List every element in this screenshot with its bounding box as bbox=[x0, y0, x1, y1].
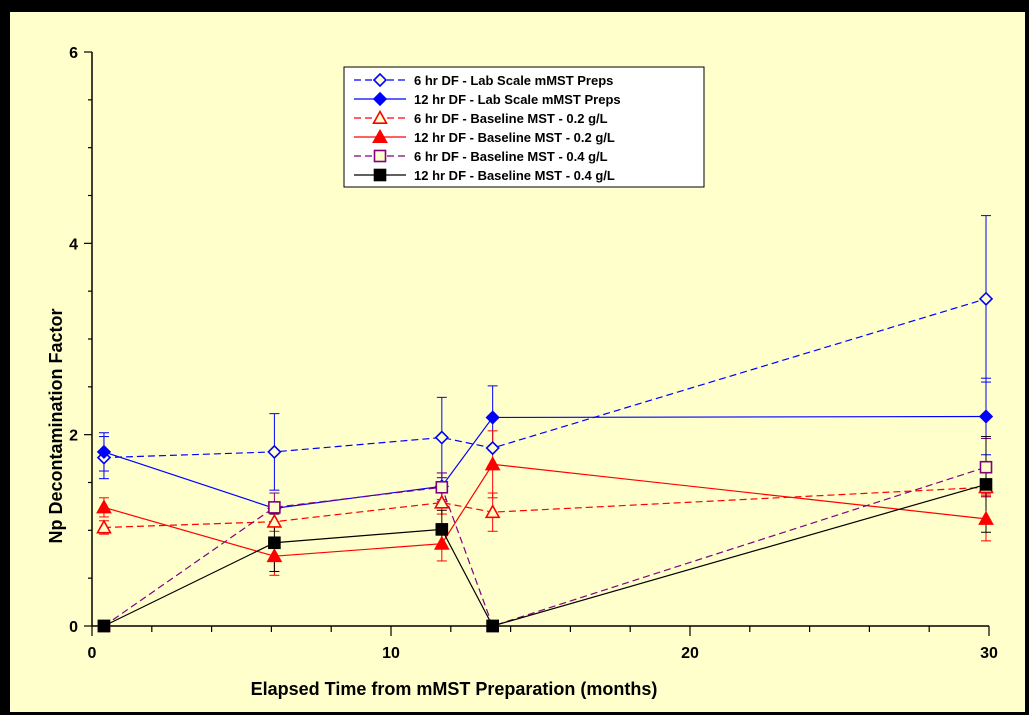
x-tick-label: 20 bbox=[681, 645, 699, 662]
chart-frame: 0 2 4 6 0 10 20 30 6 hr DF - Lab Scale mMST Pre… bbox=[10, 12, 1025, 712]
series-line-6 bbox=[103, 483, 987, 627]
series-line-3 bbox=[103, 486, 987, 529]
data-markers bbox=[96, 291, 994, 633]
np-df-chart: 0 2 4 6 0 10 20 30 6 hr DF - Lab Scale mMST Pre… bbox=[46, 45, 998, 699]
data-point-series-6 bbox=[486, 619, 499, 633]
series-lines bbox=[103, 298, 987, 627]
legend-marker-3 bbox=[372, 109, 388, 124]
data-point-series-5 bbox=[435, 480, 449, 494]
legend-box bbox=[343, 66, 705, 188]
data-point-series-6 bbox=[268, 536, 281, 550]
data-point-series-2 bbox=[485, 410, 500, 425]
legend-label-5: 6 hr DF - Baseline MST - 0.4 g/L bbox=[414, 149, 608, 164]
data-point-series-4 bbox=[266, 548, 283, 563]
x-tick-label: 0 bbox=[88, 645, 97, 662]
data-point-series-1 bbox=[485, 440, 500, 456]
y-tick-label: 6 bbox=[69, 45, 78, 62]
legend: 6 hr DF - Lab Scale mMST Preps 12 hr DF -… bbox=[343, 66, 705, 188]
axes: 0 2 4 6 0 10 20 30 bbox=[69, 45, 998, 662]
data-point-series-1 bbox=[267, 444, 282, 460]
data-point-series-6 bbox=[435, 523, 449, 536]
legend-marker-5 bbox=[373, 149, 387, 163]
data-point-series-2 bbox=[978, 409, 994, 424]
data-point-series-4 bbox=[484, 456, 501, 471]
legend-marker-4 bbox=[372, 128, 388, 143]
legend-marker-1 bbox=[372, 72, 388, 88]
y-tick-label: 4 bbox=[69, 236, 78, 253]
data-point-series-3 bbox=[96, 519, 112, 534]
data-point-series-6 bbox=[979, 478, 993, 491]
data-point-series-4 bbox=[978, 510, 994, 525]
y-axis-title: Np Decontamination Factor bbox=[46, 308, 66, 543]
data-point-series-3 bbox=[266, 513, 283, 528]
legend-label-3: 6 hr DF - Baseline MST - 0.2 g/L bbox=[414, 111, 608, 126]
legend-label-4: 12 hr DF - Baseline MST - 0.2 g/L bbox=[414, 130, 615, 145]
data-point-series-2 bbox=[96, 444, 112, 460]
data-point-series-5 bbox=[979, 460, 993, 474]
data-point-series-4 bbox=[433, 535, 450, 550]
data-point-series-3 bbox=[484, 504, 501, 519]
y-tick-label: 2 bbox=[69, 428, 78, 445]
legend-label-1: 6 hr DF - Lab Scale mMST Preps bbox=[414, 73, 613, 88]
legend-label-6: 12 hr DF - Baseline MST - 0.4 g/L bbox=[414, 168, 615, 183]
data-point-series-1 bbox=[434, 430, 449, 445]
data-point-series-6 bbox=[97, 619, 111, 633]
series-line-5 bbox=[103, 466, 987, 627]
y-tick-label: 0 bbox=[69, 619, 78, 636]
legend-marker-2 bbox=[372, 91, 388, 107]
series-line-1 bbox=[103, 298, 987, 459]
x-tick-label: 30 bbox=[980, 645, 998, 662]
data-point-series-5 bbox=[268, 501, 281, 514]
x-tick-label: 10 bbox=[382, 645, 400, 662]
legend-label-2: 12 hr DF - Lab Scale mMST Preps bbox=[414, 92, 621, 107]
x-axis-title: Elapsed Time from mMST Preparation (mont… bbox=[251, 679, 658, 699]
data-point-series-1 bbox=[978, 291, 994, 306]
data-point-series-4 bbox=[96, 499, 112, 514]
legend-marker-6 bbox=[373, 168, 387, 182]
data-point-series-3 bbox=[433, 494, 450, 509]
